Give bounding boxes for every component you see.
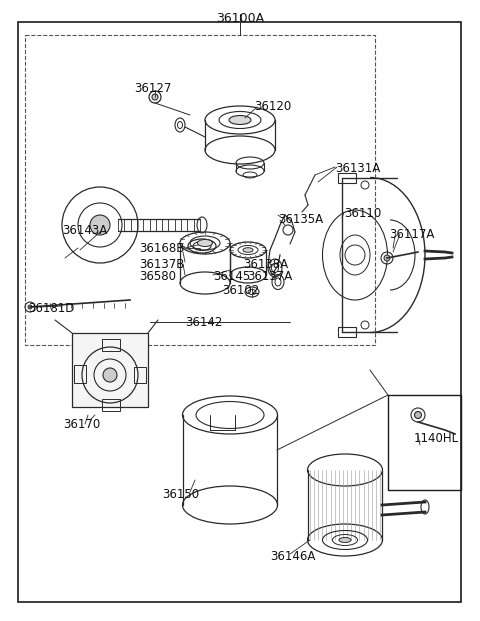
Text: 36110: 36110 [344, 207, 381, 220]
Circle shape [28, 305, 32, 309]
Ellipse shape [229, 116, 251, 124]
Circle shape [384, 255, 390, 261]
Text: 36131A: 36131A [335, 162, 380, 175]
Ellipse shape [197, 240, 213, 247]
Bar [25, 35, 375, 345]
Text: 36146A: 36146A [270, 550, 315, 563]
Text: 36137B: 36137B [139, 258, 184, 271]
Bar [134, 367, 146, 383]
Text: 36127: 36127 [134, 82, 172, 95]
Bar [102, 399, 120, 411]
Text: 36135A: 36135A [278, 213, 323, 226]
Text: 36102: 36102 [222, 284, 259, 297]
Text: 36137A: 36137A [247, 270, 292, 283]
Text: 36138A: 36138A [243, 258, 288, 271]
Circle shape [90, 215, 110, 235]
Circle shape [103, 368, 117, 382]
Text: 36145: 36145 [213, 270, 250, 283]
Bar [338, 173, 356, 183]
Text: 36580: 36580 [139, 270, 176, 283]
Text: 36117A: 36117A [389, 228, 434, 241]
Text: 36100A: 36100A [216, 12, 264, 25]
Text: 1140HL: 1140HL [414, 432, 459, 445]
Text: 36170: 36170 [63, 418, 100, 431]
Text: 36120: 36120 [254, 100, 291, 113]
Bar [388, 395, 461, 490]
Bar [74, 365, 86, 383]
Text: 36142: 36142 [185, 316, 222, 329]
Bar [72, 333, 148, 407]
Text: 36143A: 36143A [62, 224, 107, 237]
Bar [102, 339, 120, 351]
Text: 36168B: 36168B [139, 242, 184, 255]
Circle shape [152, 94, 158, 100]
Circle shape [415, 412, 421, 419]
Text: 36181D: 36181D [28, 302, 74, 315]
Bar [338, 327, 356, 337]
Text: 36150: 36150 [162, 488, 199, 501]
Ellipse shape [243, 248, 253, 252]
Ellipse shape [339, 538, 351, 543]
